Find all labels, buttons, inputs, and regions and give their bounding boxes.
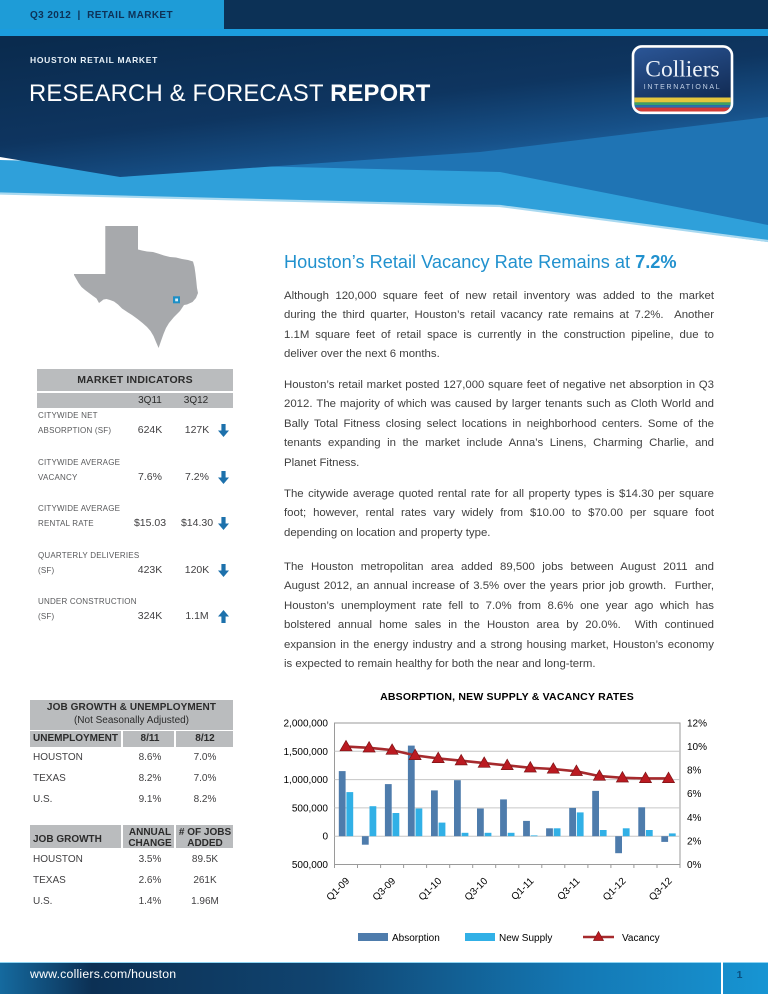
svg-text:Colliers: Colliers: [645, 57, 719, 83]
svg-text:0%: 0%: [687, 860, 702, 871]
svg-text:1,000,000: 1,000,000: [284, 775, 329, 786]
svg-text:8%: 8%: [687, 766, 702, 777]
svg-text:1,500,000: 1,500,000: [284, 747, 329, 758]
svg-text:Q1-12: Q1-12: [601, 876, 629, 904]
svg-text:Q3-09: Q3-09: [371, 876, 399, 904]
svg-text:0: 0: [322, 832, 328, 843]
svg-text:Q3-12: Q3-12: [647, 876, 675, 904]
svg-text:500,000: 500,000: [292, 860, 329, 871]
svg-text:4%: 4%: [687, 813, 702, 824]
svg-text:New Supply: New Supply: [499, 933, 552, 944]
svg-text:Q1-10: Q1-10: [417, 876, 445, 904]
svg-text:Q3-10: Q3-10: [463, 876, 491, 904]
svg-text:2%: 2%: [687, 836, 702, 847]
svg-text:Q1-09: Q1-09: [325, 876, 353, 904]
svg-text:12%: 12%: [687, 719, 707, 730]
svg-text:ABSORPTION, NEW SUPPLY & VACAN: ABSORPTION, NEW SUPPLY & VACANCY RATES: [380, 691, 634, 703]
svg-text:Absorption: Absorption: [392, 933, 440, 944]
svg-text:INTERNATIONAL: INTERNATIONAL: [644, 84, 722, 91]
svg-text:6%: 6%: [687, 789, 702, 800]
svg-text:500,000: 500,000: [292, 803, 329, 814]
svg-text:Vacancy: Vacancy: [622, 933, 660, 944]
svg-text:10%: 10%: [687, 742, 707, 753]
svg-text:Q3-11: Q3-11: [556, 876, 583, 903]
svg-text:2,000,000: 2,000,000: [284, 719, 329, 730]
svg-text:Q1-11: Q1-11: [510, 876, 537, 903]
